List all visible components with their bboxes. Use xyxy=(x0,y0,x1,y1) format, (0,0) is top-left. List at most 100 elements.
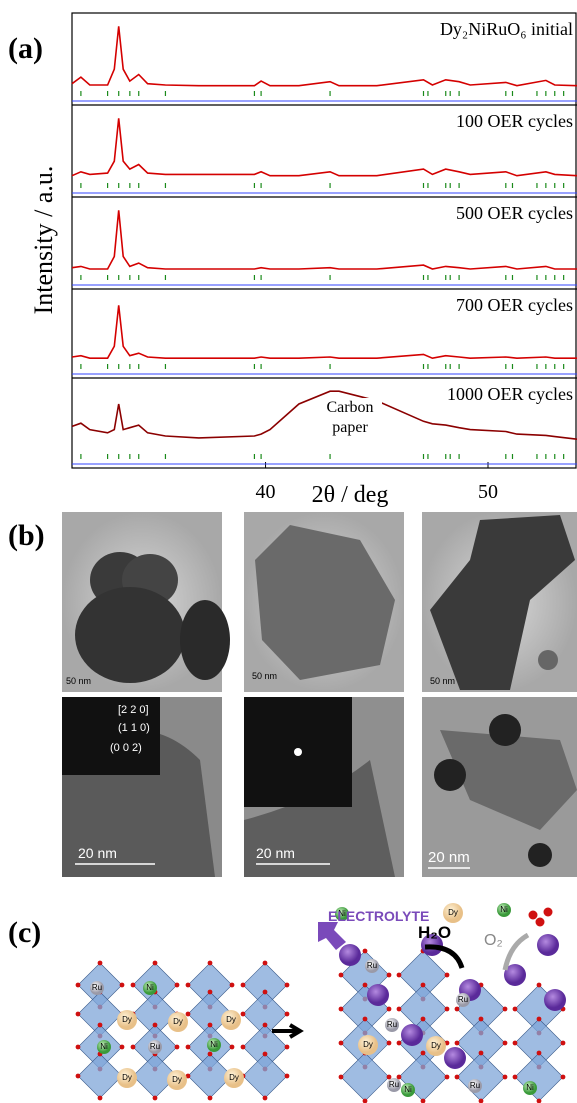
oxygen-atom xyxy=(397,1007,402,1012)
oxygen-atom xyxy=(339,1041,344,1046)
atom-label: Dy xyxy=(226,1015,236,1024)
scale-bar-label: 50 nm xyxy=(430,676,455,686)
oxygen-atom xyxy=(98,961,103,966)
atom-label: Ni xyxy=(100,1042,108,1051)
oxygen-atom xyxy=(208,1023,213,1028)
atom-label: Dy xyxy=(229,1073,239,1082)
x-axis-label: 2θ / deg xyxy=(312,482,389,508)
atom-label: Ru xyxy=(367,961,377,970)
atom-label: Ru xyxy=(458,995,468,1004)
panel-label: (a) xyxy=(8,32,43,65)
electrolyte-sphere xyxy=(544,989,566,1011)
oxygen-atom xyxy=(208,1096,213,1101)
atom-label: Ru xyxy=(470,1081,480,1090)
oxygen-atom xyxy=(153,1023,158,1028)
oxygen-atom xyxy=(397,1041,402,1046)
oxygen-atom xyxy=(397,1075,402,1080)
oxygen-atom xyxy=(445,1007,450,1012)
oxygen-atom xyxy=(120,983,125,988)
oxygen-atom xyxy=(536,918,545,927)
oxygen-atom xyxy=(186,983,191,988)
octahedron xyxy=(243,1054,287,1098)
atom-label: Dy xyxy=(431,1041,441,1050)
x-tick-label: 40 xyxy=(256,481,276,503)
oxygen-atom xyxy=(263,1052,268,1057)
atom-label: Dy xyxy=(173,1017,183,1026)
oxygen-atom xyxy=(285,1074,290,1079)
oxygen-atom xyxy=(208,1052,213,1057)
series-label: 500 OER cycles xyxy=(456,203,573,223)
oxygen-atom xyxy=(186,1045,191,1050)
scale-bar-label: 20 nm xyxy=(256,845,295,861)
oxygen-atom xyxy=(363,983,368,988)
oxygen-atom xyxy=(397,973,402,978)
oxygen-atom xyxy=(445,1075,450,1080)
oxygen-atom xyxy=(387,973,392,978)
oxygen-atom xyxy=(241,1045,246,1050)
panel-label: (c) xyxy=(8,916,41,949)
oxygen-atom xyxy=(339,1007,344,1012)
scale-bar-label: 20 nm xyxy=(428,849,470,866)
oxygen-atom xyxy=(241,983,246,988)
saed-label: [2 2 0] xyxy=(118,704,149,716)
oxygen-atom xyxy=(561,1041,566,1046)
octahedron xyxy=(341,1053,389,1101)
x-tick-label: 50 xyxy=(478,481,498,503)
particle xyxy=(434,759,466,791)
oxygen-atom xyxy=(561,1075,566,1080)
diffraction-spot xyxy=(294,748,302,756)
oxygen-atom xyxy=(175,1045,180,1050)
oxygen-atom xyxy=(131,1045,136,1050)
atom-label: Dy xyxy=(122,1015,132,1024)
oxygen-atom xyxy=(455,1041,460,1046)
arrow xyxy=(272,1025,300,1037)
oxygen-atom xyxy=(363,1017,368,1022)
electrolyte-arrow xyxy=(318,922,346,950)
oxygen-atom xyxy=(76,1045,81,1050)
atom-label: Ru xyxy=(150,1042,160,1051)
oxygen-atom xyxy=(513,1075,518,1080)
oxygen-atom xyxy=(445,973,450,978)
oxygen-atom xyxy=(544,908,553,917)
atom-label: Dy xyxy=(122,1073,132,1082)
oxygen-atom xyxy=(241,1012,246,1017)
electrolyte-sphere xyxy=(537,934,559,956)
particle xyxy=(489,714,521,746)
oxygen-atom xyxy=(98,1096,103,1101)
oxygen-atom xyxy=(153,961,158,966)
series-label: 100 OER cycles xyxy=(456,111,573,131)
oxygen-atom xyxy=(503,1041,508,1046)
oxygen-atom xyxy=(339,1075,344,1080)
atom-label: Ni xyxy=(146,983,154,992)
oxygen-label: O₂ xyxy=(484,932,503,949)
oxygen-atom xyxy=(513,1041,518,1046)
oxygen-atom xyxy=(208,961,213,966)
electrolyte-label: ELECTROLYTE xyxy=(328,908,429,924)
oxygen-atom xyxy=(263,961,268,966)
oxygen-atom xyxy=(339,973,344,978)
electrolyte-sphere xyxy=(401,1024,423,1046)
scale-bar-label: 50 nm xyxy=(252,671,277,681)
particle xyxy=(75,587,185,683)
oxygen-atom xyxy=(455,1007,460,1012)
oxygen-atom xyxy=(363,949,368,954)
particle xyxy=(180,600,230,680)
tem-images xyxy=(62,512,577,877)
oxygen-atom xyxy=(120,1045,125,1050)
oxygen-atom xyxy=(263,990,268,995)
series-label: 700 OER cycles xyxy=(456,295,573,315)
oxygen-atom xyxy=(76,983,81,988)
atom-label: Ru xyxy=(92,983,102,992)
oxygen-atom xyxy=(529,911,538,920)
oxygen-atom xyxy=(537,1017,542,1022)
oxygen-atom xyxy=(98,1023,103,1028)
oxygen-atom xyxy=(186,1012,191,1017)
particle xyxy=(528,843,552,867)
octahedron xyxy=(515,1053,563,1101)
electrolyte-sphere xyxy=(444,1047,466,1069)
oxygen-atom xyxy=(455,1075,460,1080)
oxygen-atom xyxy=(421,1017,426,1022)
oxygen-atom xyxy=(421,1051,426,1056)
oxygen-atom xyxy=(263,1023,268,1028)
oxygen-atom xyxy=(285,1045,290,1050)
